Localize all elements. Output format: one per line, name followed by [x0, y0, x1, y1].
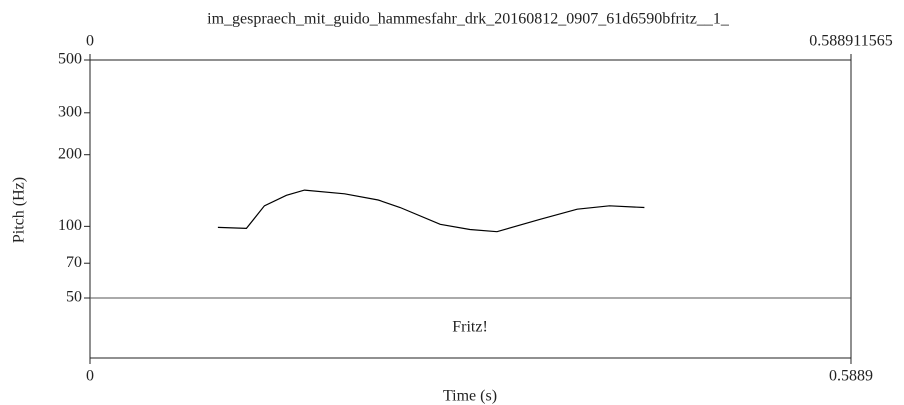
y-tick-label: 100: [58, 217, 82, 234]
chart-title: im_gespraech_mit_guido_hammesfahr_drk_20…: [207, 11, 730, 28]
y-tick-label: 500: [58, 51, 82, 68]
plot-frame: [89, 59, 852, 359]
y-tick-label: 50: [66, 289, 82, 306]
x-tick-label: 0.5889: [829, 368, 873, 385]
x-axis-label: Time (s): [443, 388, 497, 405]
y-tick-label: 300: [58, 103, 82, 120]
tier-label: Fritz!: [452, 319, 488, 336]
x-window-start: 0: [86, 33, 94, 50]
pitch-line: [217, 189, 645, 233]
x-window-end: 0.588911565: [809, 33, 892, 50]
y-tick-label: 200: [58, 145, 82, 162]
x-tick-label: 0: [86, 368, 94, 385]
y-axis-label: Pitch (Hz): [11, 177, 28, 243]
y-tick-label: 70: [66, 254, 82, 271]
